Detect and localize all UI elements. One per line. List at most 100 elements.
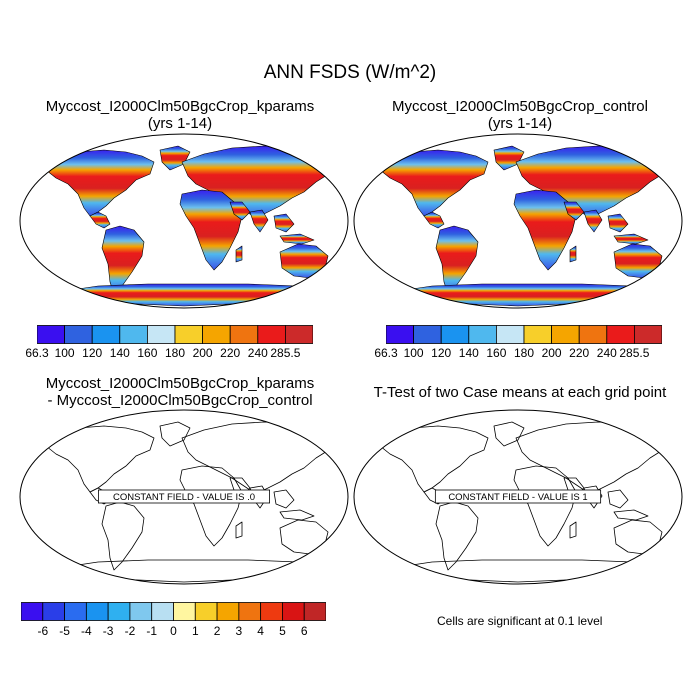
colorbar-label: 6: [300, 624, 308, 638]
colorbar-panel-1: [37, 325, 313, 344]
panel2-title-line2: (yrs 1-14): [487, 115, 553, 132]
panel1-title-line2: (yrs 1-14): [147, 115, 213, 132]
land-madagascar: [235, 521, 243, 539]
land-africa: [179, 189, 243, 271]
colorbar-box-0: [386, 325, 415, 344]
colorbar-box-7: [173, 602, 196, 621]
colorbar-box-2: [64, 602, 87, 621]
colorbar-label: 180: [164, 346, 186, 360]
colorbar-box-3: [85, 602, 109, 621]
colorbar-box-1: [64, 325, 93, 344]
colorbar-label: 100: [54, 346, 75, 360]
land-madagascar: [235, 245, 243, 263]
colorbar-label: 5: [279, 624, 286, 638]
land-north-america: [45, 425, 155, 493]
colorbar-label: 3: [235, 624, 243, 638]
land-south-america: [101, 225, 145, 295]
colorbar-box-8: [194, 602, 218, 621]
constant-field-message: CONSTANT FIELD - VALUE IS 1: [448, 492, 587, 503]
colorbar-box-2: [440, 325, 470, 344]
map-border: [19, 409, 349, 585]
colorbar-box-3: [468, 325, 497, 344]
colorbar-box-4: [147, 325, 176, 344]
land-south-america: [435, 225, 479, 295]
constant-field-box: [98, 489, 270, 504]
colorbar-label: -4: [81, 624, 92, 638]
panel2-title-line1: Myccost_I2000Clm50BgcCrop_control: [392, 98, 648, 115]
colorbar-label: 66.3: [25, 346, 49, 360]
panel3-title: Myccost_I2000Clm50BgcCrop_kparams - Mycc…: [15, 375, 345, 409]
colorbar-label: 285.5: [270, 346, 301, 360]
colorbar-label: 160: [137, 346, 158, 360]
land-arabia: [563, 201, 585, 221]
colorbar-box-8: [257, 325, 286, 344]
panel4-title-line1: T-Test of two Case means at each grid po…: [373, 384, 667, 401]
land-north-america: [379, 425, 489, 493]
colorbar-label: -3: [102, 624, 114, 638]
colorbar-label: 140: [458, 346, 479, 360]
land-north-america: [379, 149, 489, 217]
colorbar-box-1: [42, 602, 65, 621]
land-australia: [279, 243, 329, 279]
colorbar-panel-2: [386, 325, 662, 344]
constant-field-box: [434, 489, 602, 504]
colorbar-box-9: [633, 325, 662, 344]
colorbar-box-11: [260, 602, 283, 621]
colorbar-box-5: [174, 325, 204, 344]
map-panel-2: [353, 133, 683, 309]
colorbar-label: 1: [191, 624, 199, 638]
colorbar-box-8: [606, 325, 635, 344]
land-south-america: [435, 501, 479, 571]
land-europe-asia: [515, 421, 671, 495]
colorbar-label: 220: [569, 346, 590, 360]
land-north-america: [45, 149, 155, 217]
land-europe-asia: [181, 421, 337, 495]
map-panel-4: CONSTANT FIELD - VALUE IS 1: [353, 409, 683, 585]
colorbar-label: 4: [257, 624, 264, 638]
panel1-title: Myccost_I2000Clm50BgcCrop_kparams (yrs 1…: [15, 98, 345, 132]
colorbar-box-7: [578, 325, 608, 344]
land-madagascar: [569, 245, 577, 263]
land-greenland: [493, 421, 525, 447]
land-indonesia: [279, 509, 315, 521]
land-se-asia: [273, 489, 295, 509]
land-arabia: [229, 201, 251, 221]
land-india: [583, 209, 603, 233]
panel3-title-line2: - Myccost_I2000Clm50BgcCrop_control: [47, 392, 313, 409]
colorbar-box-0: [21, 602, 44, 621]
land-indonesia: [613, 509, 649, 521]
colorbar-box-2: [91, 325, 121, 344]
land-central-america: [89, 211, 111, 229]
map-border: [353, 409, 683, 585]
colorbar-box-4: [107, 602, 131, 621]
map-panel-1: [19, 133, 349, 309]
figure-title: ANN FSDS (W/m^2): [263, 62, 437, 83]
colorbar-box-10: [238, 602, 262, 621]
land-australia: [613, 519, 663, 555]
colorbar-label: 240: [247, 346, 268, 360]
colorbar-label: 200: [541, 346, 562, 360]
colorbar-label: 220: [220, 346, 241, 360]
colorbar-box-9: [216, 602, 240, 621]
colorbar-label: 66.3: [374, 346, 398, 360]
colorbar-box-4: [496, 325, 525, 344]
colorbar-panel-3-labels: -6 -5 -4 -3 -2 -1 0 1 2 3 4 5 6: [21, 624, 326, 640]
land-central-america: [423, 211, 445, 229]
colorbar-label: 240: [596, 346, 617, 360]
colorbar-panel-2-labels: 66.3 100 120 140 160 180 200 220 240 285.5: [374, 346, 662, 362]
colorbar-box-5: [523, 325, 553, 344]
colorbar-label: 200: [192, 346, 213, 360]
map-border: [353, 133, 683, 309]
colorbar-box-12: [282, 602, 305, 621]
colorbar-label: 285.5: [619, 346, 650, 360]
land-se-asia: [273, 213, 295, 233]
land-se-asia: [607, 213, 629, 233]
land-greenland: [159, 421, 191, 447]
panel2-title: Myccost_I2000Clm50BgcCrop_control (yrs 1…: [355, 98, 685, 132]
land-africa: [513, 189, 577, 271]
colorbar-box-5: [129, 602, 153, 621]
map-panel-3: CONSTANT FIELD - VALUE IS .0: [19, 409, 349, 585]
land-madagascar: [569, 521, 577, 539]
panel3-title-line1: Myccost_I2000Clm50BgcCrop_kparams: [45, 375, 315, 392]
colorbar-label: -5: [59, 624, 70, 638]
